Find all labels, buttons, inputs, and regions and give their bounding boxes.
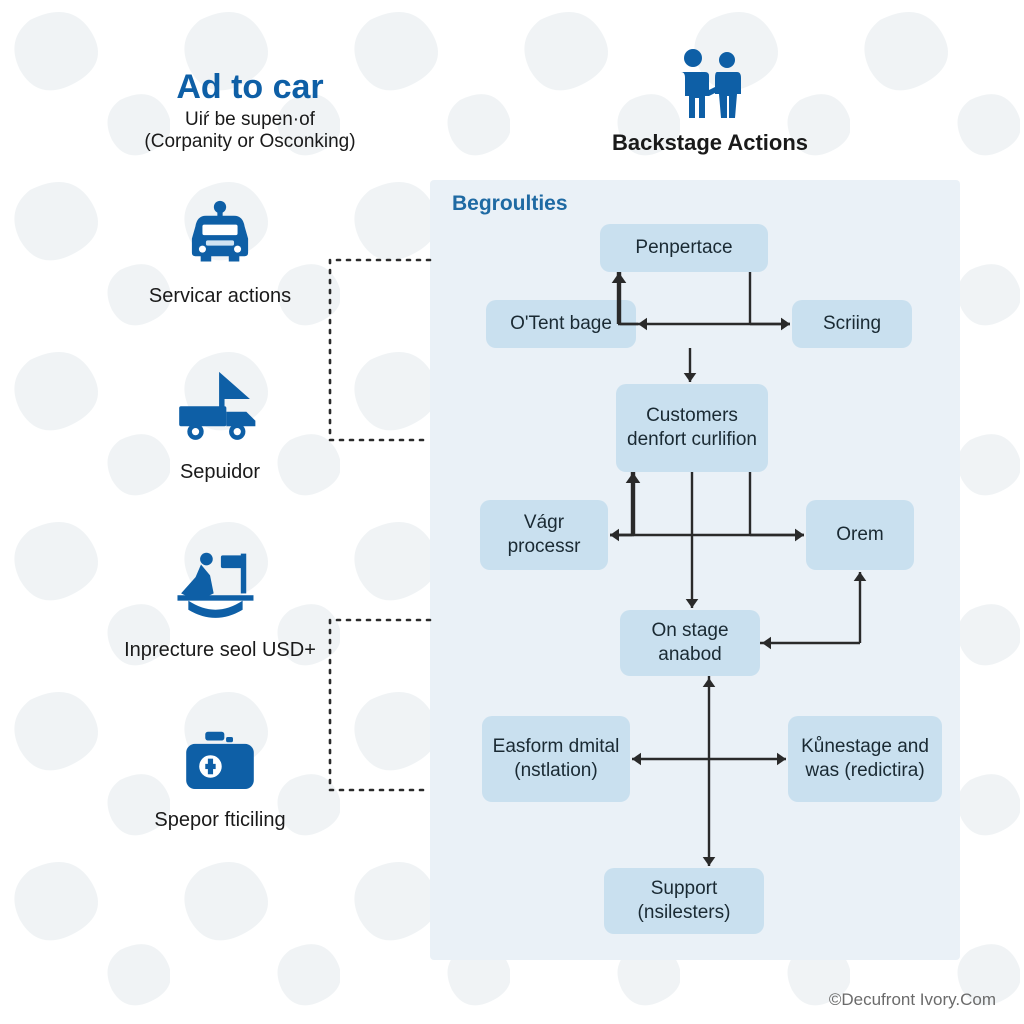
- dashed-layer: [0, 0, 1024, 1024]
